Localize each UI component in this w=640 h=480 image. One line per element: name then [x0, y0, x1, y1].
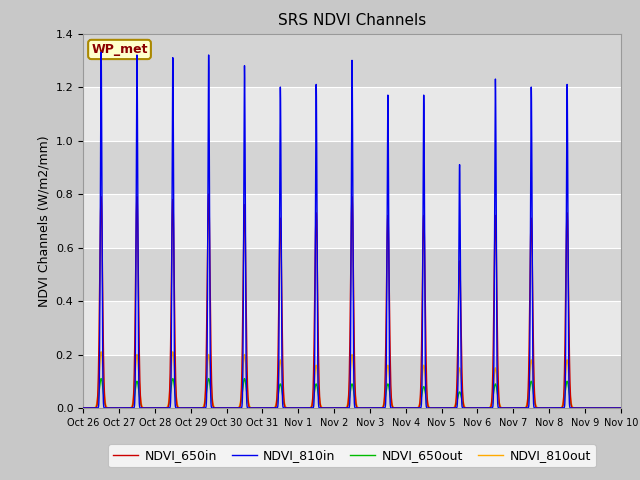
Y-axis label: NDVI Channels (W/m2/mm): NDVI Channels (W/m2/mm) — [37, 135, 50, 307]
NDVI_650in — [502, 405, 510, 411]
Bar — [83, 34, 621, 87]
Title: SRS NDVI Channels: SRS NDVI Channels — [278, 13, 426, 28]
NDVI_810in — [97, 49, 105, 55]
Line: NDVI_810out: NDVI_810out — [83, 352, 621, 408]
NDVI_810in — [594, 405, 602, 411]
NDVI_650in — [79, 405, 87, 411]
NDVI_810out — [281, 400, 289, 406]
Line: NDVI_650out: NDVI_650out — [83, 379, 621, 408]
Bar — [83, 87, 621, 141]
NDVI_650out — [281, 403, 289, 408]
NDVI_650in — [205, 191, 212, 197]
NDVI_650out — [97, 376, 105, 382]
NDVI_650out — [615, 405, 623, 411]
NDVI_810in — [79, 405, 87, 411]
NDVI_810in — [281, 405, 289, 411]
Legend: NDVI_650in, NDVI_810in, NDVI_650out, NDVI_810out: NDVI_650in, NDVI_810in, NDVI_650out, NDV… — [108, 444, 596, 467]
NDVI_810out — [79, 405, 87, 411]
Bar — [83, 194, 621, 248]
NDVI_810in — [189, 405, 196, 411]
Text: WP_met: WP_met — [92, 43, 148, 56]
NDVI_810out — [97, 349, 105, 355]
Line: NDVI_650in: NDVI_650in — [83, 194, 621, 408]
NDVI_810in — [617, 405, 625, 411]
NDVI_810out — [502, 405, 510, 411]
NDVI_810out — [426, 405, 434, 411]
Line: NDVI_810in: NDVI_810in — [83, 52, 621, 408]
NDVI_650in — [615, 405, 623, 411]
NDVI_810in — [195, 405, 202, 411]
NDVI_650out — [79, 405, 87, 411]
Bar — [83, 355, 621, 408]
NDVI_810out — [617, 405, 625, 411]
NDVI_650in — [195, 405, 202, 411]
NDVI_810out — [189, 405, 196, 411]
NDVI_650out — [502, 405, 510, 411]
NDVI_810out — [195, 405, 202, 411]
NDVI_810in — [426, 405, 434, 411]
NDVI_810in — [502, 405, 510, 411]
Bar — [83, 301, 621, 355]
NDVI_650out — [426, 405, 434, 411]
Bar — [83, 141, 621, 194]
NDVI_650in — [189, 405, 196, 411]
Bar — [83, 248, 621, 301]
NDVI_650in — [426, 405, 434, 411]
NDVI_810out — [615, 405, 623, 411]
NDVI_650out — [189, 405, 196, 411]
NDVI_650out — [195, 405, 202, 411]
NDVI_650out — [617, 405, 625, 411]
NDVI_650in — [281, 402, 289, 408]
NDVI_650in — [617, 405, 625, 411]
NDVI_810in — [615, 405, 623, 411]
